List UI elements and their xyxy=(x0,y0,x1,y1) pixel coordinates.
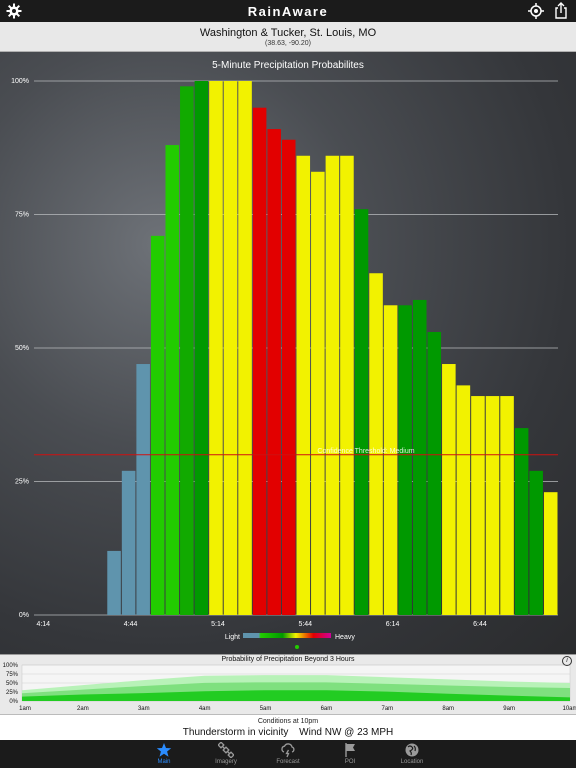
bar xyxy=(165,145,180,615)
y-tick-label: 0% xyxy=(19,612,29,619)
x-tick-label: 5:14 xyxy=(211,621,225,628)
bar xyxy=(121,470,136,615)
beyond-x-tick-label: 6am xyxy=(321,706,333,712)
beyond-x-tick-label: 9am xyxy=(503,706,515,712)
location-name: Washington & Tucker, St. Louis, MO xyxy=(199,27,377,39)
x-tick-label: 6:14 xyxy=(386,621,400,628)
y-tick-label: 75% xyxy=(15,212,29,219)
bar xyxy=(252,107,267,615)
flag-icon xyxy=(345,743,355,757)
conditions-title: Conditions at 10pm xyxy=(257,718,319,725)
x-tick-label: 4:44 xyxy=(124,621,138,628)
bar xyxy=(354,209,369,615)
beyond-3-hours-panel: 100% 75% 50% 25% 0% 1am 2am 3am 4am 5am 6am 7am 8am 9… xyxy=(0,654,576,714)
bar xyxy=(223,81,238,615)
beyond-x-tick-label: 8am xyxy=(442,706,454,712)
bar xyxy=(485,396,500,615)
crosshair-icon[interactable] xyxy=(528,3,544,19)
y-tick-label: 50% xyxy=(15,345,29,352)
y-tick-label: 100% xyxy=(11,78,29,85)
beyond-x-tick-label: 2am xyxy=(77,706,89,712)
tab-forecast-label: Forecast xyxy=(276,759,300,765)
tab-poi-label: POI xyxy=(344,759,356,765)
x-tick-label: 6:44 xyxy=(473,621,487,628)
bar xyxy=(340,155,354,615)
x-tick-label: 5:44 xyxy=(298,621,312,628)
bar xyxy=(180,86,194,616)
bar xyxy=(238,81,252,615)
tab-poi[interactable]: POI xyxy=(320,742,380,765)
bar xyxy=(398,305,412,615)
bar xyxy=(500,396,514,615)
beyond-y-tick-label: 100% xyxy=(3,663,19,669)
bar xyxy=(543,492,558,615)
x-tick-label: 4:14 xyxy=(36,621,50,628)
beyond-3-hours-chart: 100% 75% 50% 25% 0%1am 2am 3am 4am 5am 6am 7am 8am 9… xyxy=(3,663,576,712)
bar xyxy=(296,155,311,615)
bar xyxy=(412,299,427,615)
location-coords: (38.63, -90.20) xyxy=(265,40,311,47)
bar xyxy=(456,385,471,615)
threshold-label: Confidence Threshold: Medium xyxy=(317,448,414,455)
legend-scale xyxy=(243,633,331,638)
bar xyxy=(281,139,296,615)
bar xyxy=(383,305,398,615)
cloud-lightning-icon xyxy=(281,743,295,758)
tab-location-label: Location xyxy=(400,759,424,765)
bar xyxy=(325,155,340,615)
bar xyxy=(442,364,456,615)
conditions-panel: Conditions at 10pm Thunderstorm in vicin… xyxy=(0,714,576,740)
beyond-y-tick-label: 25% xyxy=(6,690,19,696)
satellite-icon xyxy=(218,742,234,758)
bar xyxy=(150,235,165,616)
bar xyxy=(514,428,529,615)
tab-forecast[interactable]: Forecast xyxy=(258,742,318,765)
beyond-x-tick-label: 10am xyxy=(562,706,576,712)
legend-heavy-label: Heavy xyxy=(335,634,355,641)
beyond-3-hours-title: Probability of Precipitation Beyond 3 Ho… xyxy=(221,656,355,663)
location-bar[interactable]: Washington & Tucker, St. Louis, MO (38.6… xyxy=(0,22,576,52)
bar xyxy=(369,273,383,615)
beyond-x-tick-label: 1am xyxy=(19,706,31,712)
info-icon[interactable]: i xyxy=(562,656,572,666)
precipitation-probability-chart: 5-Minute Precipitation Probabilites 100% 7… xyxy=(11,60,558,649)
beyond-y-tick-label: 50% xyxy=(6,681,19,687)
bar xyxy=(529,470,543,615)
beyond-y-tick-label: 75% xyxy=(6,672,19,678)
tab-bar: Main Imagery Forecast POI xyxy=(0,740,576,768)
conditions-line: Thunderstorm in vicinity Wind NW @ 23 MP… xyxy=(0,726,576,739)
bar xyxy=(267,129,281,615)
tab-main[interactable]: Main xyxy=(134,742,194,765)
page-indicator-dot xyxy=(295,645,299,649)
beyond-x-tick-label: 3am xyxy=(138,706,150,712)
legend-light-label: Light xyxy=(225,634,240,641)
precipitation-chart-panel: 5-Minute Precipitation Probabilites 100% 7… xyxy=(0,52,576,654)
globe-icon xyxy=(405,743,419,757)
tab-imagery-label: Imagery xyxy=(215,759,237,765)
bar xyxy=(209,81,223,615)
star-icon xyxy=(156,743,172,757)
app-title: RainAware xyxy=(247,4,329,19)
beyond-x-tick-label: 7am xyxy=(381,706,393,712)
tab-main-label: Main xyxy=(157,759,171,765)
bar xyxy=(471,396,485,615)
beyond-y-tick-label: 0% xyxy=(9,699,18,705)
chart-title: 5-Minute Precipitation Probabilites xyxy=(212,60,364,71)
share-icon[interactable] xyxy=(553,2,569,20)
bar xyxy=(427,331,442,615)
beyond-dark-area xyxy=(22,690,570,701)
gear-icon[interactable] xyxy=(6,3,22,19)
bar xyxy=(311,171,325,615)
tab-imagery[interactable]: Imagery xyxy=(196,742,256,765)
conditions-weather: Thunderstorm in vicinity xyxy=(182,727,289,738)
bar xyxy=(107,550,121,615)
tab-location[interactable]: Location xyxy=(382,742,442,765)
bar xyxy=(194,81,209,615)
bar xyxy=(136,364,150,615)
conditions-wind: Wind NW @ 23 MPH xyxy=(299,727,394,738)
y-tick-label: 25% xyxy=(15,479,29,486)
top-bar: RainAware xyxy=(0,0,576,22)
beyond-x-tick-label: 5am xyxy=(260,706,272,712)
beyond-x-tick-label: 4am xyxy=(199,706,211,712)
